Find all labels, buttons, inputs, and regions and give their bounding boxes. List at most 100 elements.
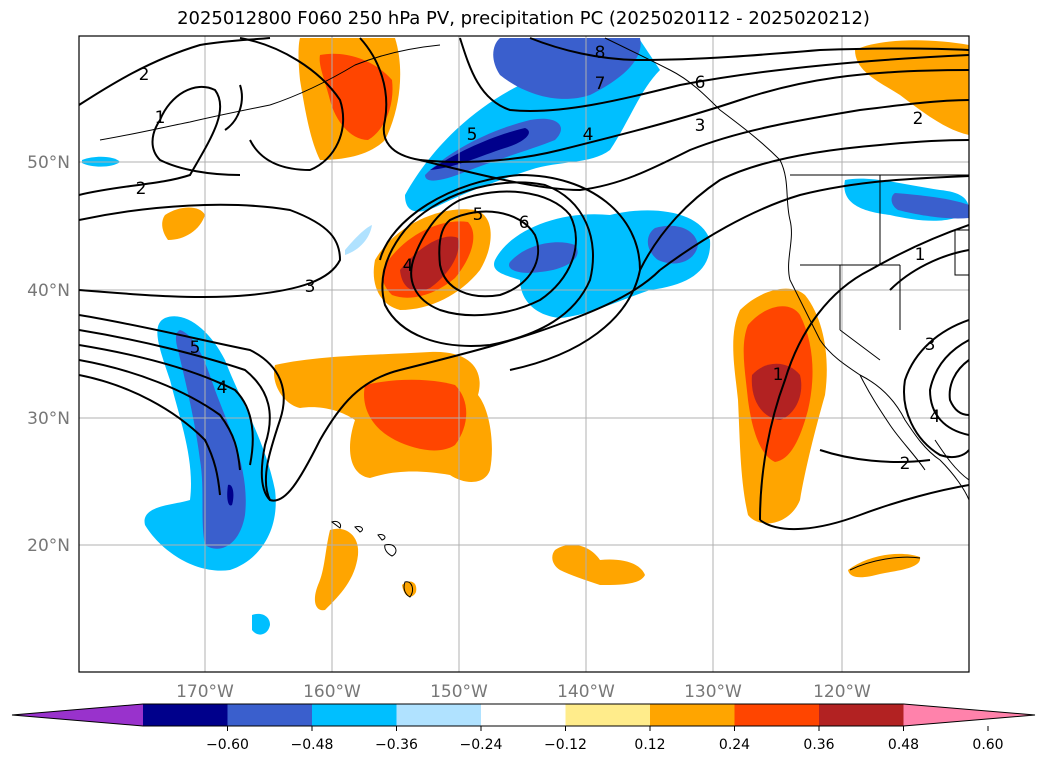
contour-b [79,203,342,299]
colorbar-segment [227,704,313,726]
colorbar-segment [565,704,651,726]
precip-negative-top [493,38,641,99]
coast-alaska-south [269,44,441,106]
contour-e [79,344,254,466]
contour-r [639,139,969,271]
lat-label: 20°N [27,536,70,556]
contour-label: 1 [773,365,784,385]
contour-label: 4 [930,407,941,427]
mexico-coast-islands [849,556,921,571]
contour-label: 7 [595,74,606,94]
contour-k [459,37,969,112]
contour-label: 5 [467,125,478,145]
contour-label: 1 [155,108,166,128]
colorbar-extend-min [12,704,143,726]
coast-north-america [604,37,969,501]
colorbar-tick-label: −0.60 [206,737,249,753]
contour-label: 6 [519,213,530,233]
colorbar-segment [312,704,397,726]
contour-v [889,249,969,291]
contour-label: 3 [925,335,936,355]
map-panel: 2 1 2 3 5 4 5 4 6 5 4 8 7 6 3 2 1 3 1 2 … [79,36,969,672]
colorbar-outline [11,703,1036,727]
contour-a [79,85,241,196]
colorbar-segment [143,704,228,726]
lon-label: 160°W [303,682,361,702]
pv-contours [79,37,969,530]
contour-label: 4 [583,125,594,145]
colorbar-tick-label: 0.12 [634,737,665,753]
colorbar-tick-label: −0.48 [291,737,334,753]
precip-shading [82,38,969,635]
colorbar-tick-label: 0.36 [803,737,834,753]
precip-positive-mexico [848,553,921,578]
precip-positive-hawaii-east [552,544,645,585]
colorbar: −0.60 −0.48 −0.36 −0.24 −0.12 0.12 0.24 0.36 0.4… [11,703,1036,753]
lat-label: 50°N [27,153,70,173]
contour-label: 3 [305,277,316,297]
precip-positive-subtropics-red [364,379,467,451]
contour-label: 2 [913,109,924,129]
contour-t [759,224,969,521]
precip-negative-west-dark [227,484,234,506]
colorbar-segment [396,704,482,726]
contour-i [239,37,345,172]
contour-label: 6 [695,73,706,93]
colorbar-segment [481,704,566,726]
contour-g [79,374,221,496]
precip-positive-central-dark [400,236,459,291]
contour-label: 4 [403,256,414,276]
precip-negative-north-dark [430,128,529,170]
lon-label: 120°W [813,682,871,702]
precip-negative-central-core [509,242,578,273]
precip-positive-ne-top [855,40,969,135]
contour-m [419,99,969,192]
contour-f [79,359,241,471]
precip-positive [162,38,969,611]
precip-positive-west-small [162,207,205,240]
contour-u [759,484,969,530]
lat-label: 30°N [27,409,70,429]
contour-s [659,175,969,271]
lon-label: 170°W [176,682,234,702]
lat-labels: 50°N 40°N 30°N 20°N [27,153,70,556]
state-lines [800,175,969,361]
colorbar-extend-max [903,704,1035,726]
colorbar-tick-label: 0.24 [719,737,750,753]
contour-labels: 2 1 2 3 5 4 5 4 6 5 4 8 7 6 3 2 1 3 1 2 … [136,43,941,474]
contour-z [819,449,931,463]
contour-label: 5 [473,205,484,225]
contour-label: 2 [139,65,150,85]
colorbar-tick-label: −0.12 [544,737,587,753]
precip-negative-small [252,613,270,635]
precip-negative-bc-core [891,193,969,219]
map-frame [78,35,970,673]
contour-n [410,190,577,317]
lon-labels: 170°W 160°W 150°W 140°W 130°W 120°W [176,682,871,702]
colorbar-segment [819,704,904,726]
colorbar-segment [650,704,735,726]
contour-o [438,210,540,298]
contour-j [359,37,969,163]
lon-label: 140°W [557,682,615,702]
contour-label: 4 [217,378,228,398]
lat-label: 40°N [27,281,70,301]
contour-label: 1 [915,245,926,265]
colorbar-segment [734,704,820,726]
map-title: 2025012800 F060 250 hPa PV, precipitatio… [177,8,870,29]
contour-w [903,319,969,459]
mexico-east [934,439,969,481]
precip-positive-hawaii-west [314,528,359,611]
colorbar-tick-label: 0.48 [888,737,919,753]
lon-label: 150°W [430,682,488,702]
colorbar-tick-label: −0.24 [460,737,503,753]
contour-l [529,37,969,62]
coast-aleutians [99,104,271,141]
contour-label: 2 [136,179,147,199]
contour-label: 3 [695,116,706,136]
coast-baja [859,374,926,471]
contour-y [948,359,969,416]
contour-x [928,339,969,436]
contour-p [381,181,594,347]
